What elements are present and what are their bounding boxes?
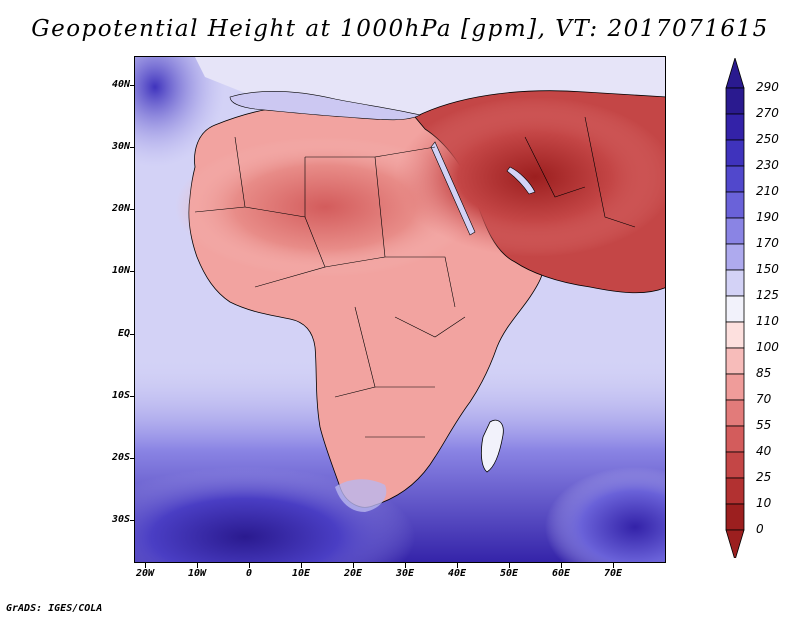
- indian-ocean-high: [545, 467, 665, 562]
- footer-credit: GrADS: IGES/COLA: [6, 603, 103, 614]
- colorbar-label: 150: [756, 262, 779, 276]
- colorbar-label: 55: [756, 418, 772, 432]
- red-sea: [430, 141, 476, 236]
- colorbar-segment: [725, 503, 745, 531]
- madagascar: [480, 419, 504, 473]
- colorbar-segment: [725, 295, 745, 323]
- colorbar-segment: [725, 399, 745, 427]
- x-axis-label: 50E: [499, 568, 519, 579]
- colorbar-segment: [725, 191, 745, 219]
- y-axis-label: 30S: [111, 514, 130, 525]
- colorbar-label: 100: [756, 340, 779, 354]
- persian-heat-low: [395, 97, 665, 257]
- colorbar-segment: [725, 165, 745, 193]
- x-axis-label: 20E: [343, 568, 363, 579]
- colorbar-segment: [725, 373, 745, 401]
- x-axis-label: 10E: [291, 568, 311, 579]
- x-axis-label: 40E: [447, 568, 467, 579]
- x-axis-label: 20W: [135, 568, 155, 579]
- x-tick-mark: [249, 563, 250, 568]
- colorbar-label: 190: [756, 210, 779, 224]
- y-axis-label: 10N: [111, 265, 130, 276]
- y-tick-mark: [130, 520, 135, 521]
- y-tick-mark: [130, 209, 135, 210]
- colorbar: [725, 58, 745, 558]
- y-tick-mark: [130, 147, 135, 148]
- colorbar-segment: [725, 347, 745, 375]
- y-axis-label: 20N: [111, 203, 130, 214]
- colorbar-segment: [725, 217, 745, 245]
- colorbar-label: 85: [756, 366, 772, 380]
- colorbar-label: 230: [756, 158, 779, 172]
- colorbar-label: 110: [756, 314, 779, 328]
- x-tick-mark: [457, 563, 458, 568]
- x-tick-mark: [405, 563, 406, 568]
- colorbar-label: 70: [756, 392, 772, 406]
- colorbar-segment: [725, 87, 745, 115]
- colorbar-label: 250: [756, 132, 779, 146]
- x-tick-mark: [353, 563, 354, 568]
- colorbar-segment: [725, 269, 745, 297]
- map-title: Geopotential Height at 1000hPa [gpm], VT…: [31, 16, 769, 42]
- colorbar-label: 25: [756, 470, 772, 484]
- x-axis-label: 70E: [603, 568, 623, 579]
- x-tick-mark: [561, 563, 562, 568]
- y-tick-mark: [130, 458, 135, 459]
- colorbar-label: 125: [756, 288, 779, 302]
- y-axis-label: 30N: [111, 141, 130, 152]
- y-axis-label: 10S: [111, 390, 130, 401]
- y-tick-mark: [130, 271, 135, 272]
- colorbar-bottom-arrow: [725, 529, 745, 558]
- x-axis-label: 60E: [551, 568, 571, 579]
- y-tick-mark: [130, 334, 135, 335]
- x-axis-label: 0: [245, 568, 253, 579]
- x-tick-mark: [145, 563, 146, 568]
- colorbar-label: 40: [756, 444, 772, 458]
- colorbar-label: 0: [756, 522, 764, 536]
- x-tick-mark: [301, 563, 302, 568]
- y-axis-label: 40N: [111, 79, 130, 90]
- x-axis-label: 10W: [187, 568, 207, 579]
- x-tick-mark: [613, 563, 614, 568]
- x-axis-label: 30E: [395, 568, 415, 579]
- colorbar-label: 170: [756, 236, 779, 250]
- geopotential-map: [134, 56, 666, 563]
- country-borders: [194, 116, 636, 438]
- y-axis-label: EQ: [117, 328, 130, 339]
- colorbar-label: 210: [756, 184, 779, 198]
- colorbar-segment: [725, 113, 745, 141]
- colorbar-label: 290: [756, 80, 779, 94]
- colorbar-segment: [725, 477, 745, 505]
- persian-gulf: [506, 166, 536, 195]
- y-axis-label: 20S: [111, 452, 130, 463]
- colorbar-label: 10: [756, 496, 772, 510]
- x-tick-mark: [197, 563, 198, 568]
- colorbar-label: 270: [756, 106, 779, 120]
- x-tick-mark: [509, 563, 510, 568]
- colorbar-segment: [725, 243, 745, 271]
- colorbar-segment: [725, 321, 745, 349]
- colorbar-top-arrow: [725, 58, 745, 89]
- map-svg: [135, 57, 665, 562]
- colorbar-segment: [725, 139, 745, 167]
- y-tick-mark: [130, 85, 135, 86]
- colorbar-segment: [725, 451, 745, 479]
- mediterranean-sea: [229, 91, 421, 121]
- y-tick-mark: [130, 396, 135, 397]
- colorbar-segment: [725, 425, 745, 453]
- south-africa-high: [335, 479, 387, 512]
